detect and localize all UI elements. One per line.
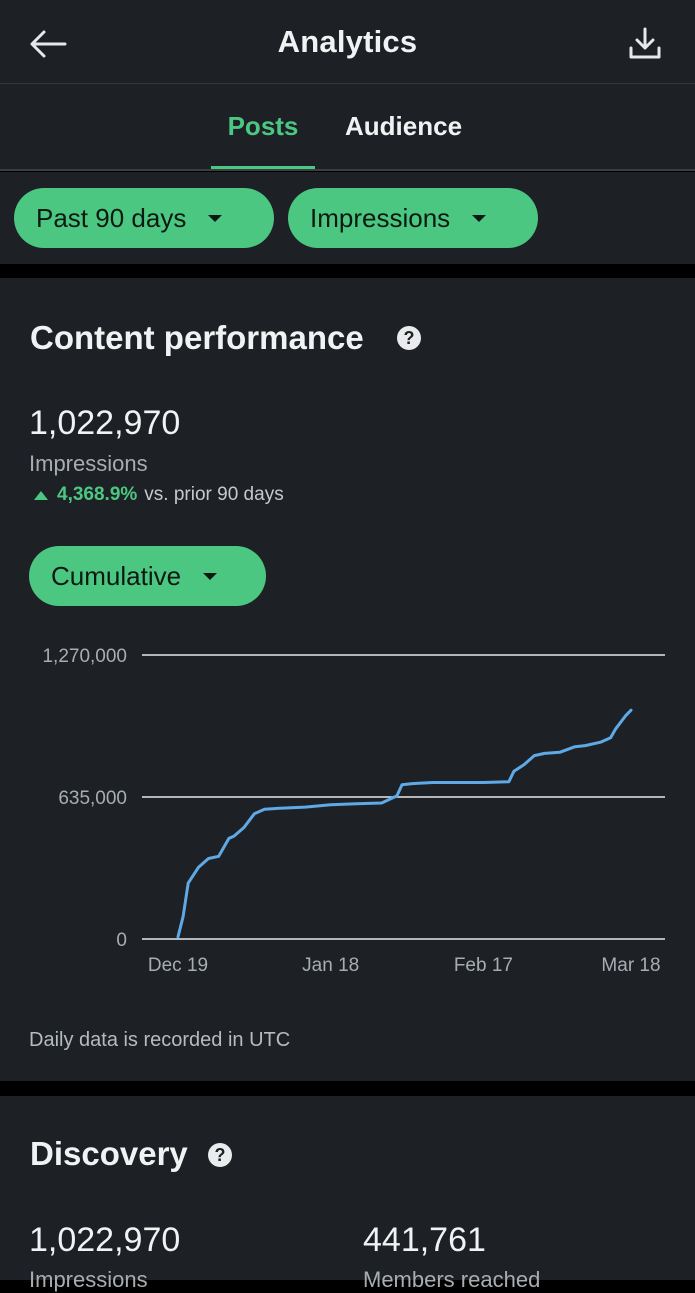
metric-dropdown[interactable]: Impressions (288, 188, 538, 248)
back-button[interactable] (24, 22, 72, 66)
x-tick-label: Feb 17 (454, 955, 513, 976)
x-tick-label: Mar 18 (601, 955, 660, 976)
tab-bar: Posts Audience (0, 84, 695, 171)
arrow-up-icon (34, 490, 48, 500)
members-reached-value: 441,761 (363, 1221, 486, 1259)
series-line (176, 708, 633, 939)
download-button[interactable] (623, 22, 667, 66)
y-tick-label: 635,000 (58, 788, 127, 809)
x-tick-label: Dec 19 (148, 955, 208, 976)
members-reached-label: Members reached (363, 1267, 541, 1292)
y-tick-label: 1,270,000 (42, 646, 127, 667)
change-percent: 4,368.9% (57, 484, 138, 505)
metric-label: Impressions (310, 202, 451, 233)
page-title: Analytics (277, 24, 418, 59)
utc-footnote: Daily data is recorded in UTC (29, 1029, 291, 1051)
discovery-impressions-label: Impressions (29, 1267, 148, 1292)
total-impressions-value: 1,022,970 (29, 404, 181, 442)
total-impressions-label: Impressions (29, 451, 148, 476)
active-tab-indicator (211, 166, 315, 169)
top-app-bar: Analytics (0, 0, 695, 84)
chevron-down-icon (208, 214, 223, 222)
download-icon (629, 27, 661, 59)
tab-audience[interactable]: Audience (345, 84, 462, 169)
chevron-down-icon (472, 214, 487, 222)
discovery-card: Discovery ? 1,022,970 Impressions 441,76… (0, 1096, 695, 1292)
cumulative-dropdown[interactable]: Cumulative (29, 546, 266, 606)
filter-bar: Past 90 days Impressions (0, 172, 695, 264)
tab-posts-label: Posts (227, 111, 299, 141)
cumulative-label: Cumulative (51, 560, 182, 591)
help-icon[interactable]: ? (208, 1143, 232, 1167)
change-comparison-text: vs. prior 90 days (144, 484, 284, 505)
date-range-dropdown[interactable]: Past 90 days (14, 188, 274, 248)
x-tick-label: Jan 18 (302, 955, 359, 976)
arrow-left-icon (30, 30, 67, 58)
date-range-label: Past 90 days (36, 202, 187, 233)
y-tick-label: 0 (116, 930, 127, 951)
content-performance-title: Content performance (30, 319, 364, 356)
discovery-impressions-value: 1,022,970 (29, 1221, 181, 1259)
help-icon[interactable]: ? (397, 326, 421, 350)
tab-audience-label: Audience (345, 111, 463, 141)
change-indicator: 4,368.9% vs. prior 90 days (34, 484, 284, 506)
content-performance-card: Content performance ? 1,022,970 Impressi… (0, 278, 695, 1081)
impressions-line-chart: 1,270,000 635,000 0 Dec 19 Jan 18 Feb 17 Mar 1… (42, 646, 665, 976)
tab-posts[interactable]: Posts (211, 84, 315, 169)
discovery-title: Discovery (30, 1135, 188, 1172)
chevron-down-icon (203, 572, 218, 580)
